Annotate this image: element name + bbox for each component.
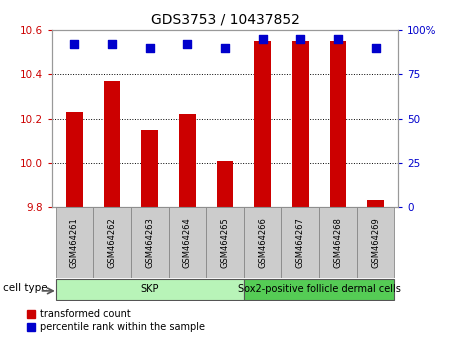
Point [184, 41, 191, 47]
Bar [292, 41, 309, 207]
FancyBboxPatch shape [168, 207, 206, 278]
FancyBboxPatch shape [319, 207, 357, 278]
Text: GSM464264: GSM464264 [183, 217, 192, 268]
Bar [179, 114, 196, 207]
Bar [329, 41, 346, 207]
Text: GSM464265: GSM464265 [220, 217, 230, 268]
Point [372, 45, 379, 51]
Point [221, 45, 229, 51]
FancyBboxPatch shape [244, 279, 395, 300]
Point [71, 41, 78, 47]
Text: SKP: SKP [140, 284, 159, 294]
Text: GSM464267: GSM464267 [296, 217, 305, 268]
Text: GSM464261: GSM464261 [70, 217, 79, 268]
Bar [66, 112, 83, 207]
FancyBboxPatch shape [131, 207, 168, 278]
Text: GSM464269: GSM464269 [371, 217, 380, 268]
Point [146, 45, 153, 51]
Title: GDS3753 / 10437852: GDS3753 / 10437852 [151, 12, 299, 26]
Text: Sox2-positive follicle dermal cells: Sox2-positive follicle dermal cells [238, 284, 400, 294]
Point [297, 36, 304, 42]
Text: GSM464262: GSM464262 [108, 217, 117, 268]
Text: cell type: cell type [3, 283, 48, 293]
FancyBboxPatch shape [282, 207, 319, 278]
Point [108, 41, 116, 47]
FancyBboxPatch shape [55, 207, 93, 278]
Text: GSM464266: GSM464266 [258, 217, 267, 268]
Bar [216, 161, 234, 207]
Bar [254, 41, 271, 207]
FancyBboxPatch shape [206, 207, 244, 278]
Legend: transformed count, percentile rank within the sample: transformed count, percentile rank withi… [27, 309, 205, 332]
Bar [104, 81, 121, 207]
Text: GSM464268: GSM464268 [333, 217, 342, 268]
FancyBboxPatch shape [357, 207, 395, 278]
FancyBboxPatch shape [244, 207, 282, 278]
FancyBboxPatch shape [55, 279, 244, 300]
FancyBboxPatch shape [93, 207, 131, 278]
Point [334, 36, 342, 42]
Text: GSM464263: GSM464263 [145, 217, 154, 268]
Bar [141, 130, 158, 207]
Point [259, 36, 266, 42]
Bar [367, 200, 384, 207]
